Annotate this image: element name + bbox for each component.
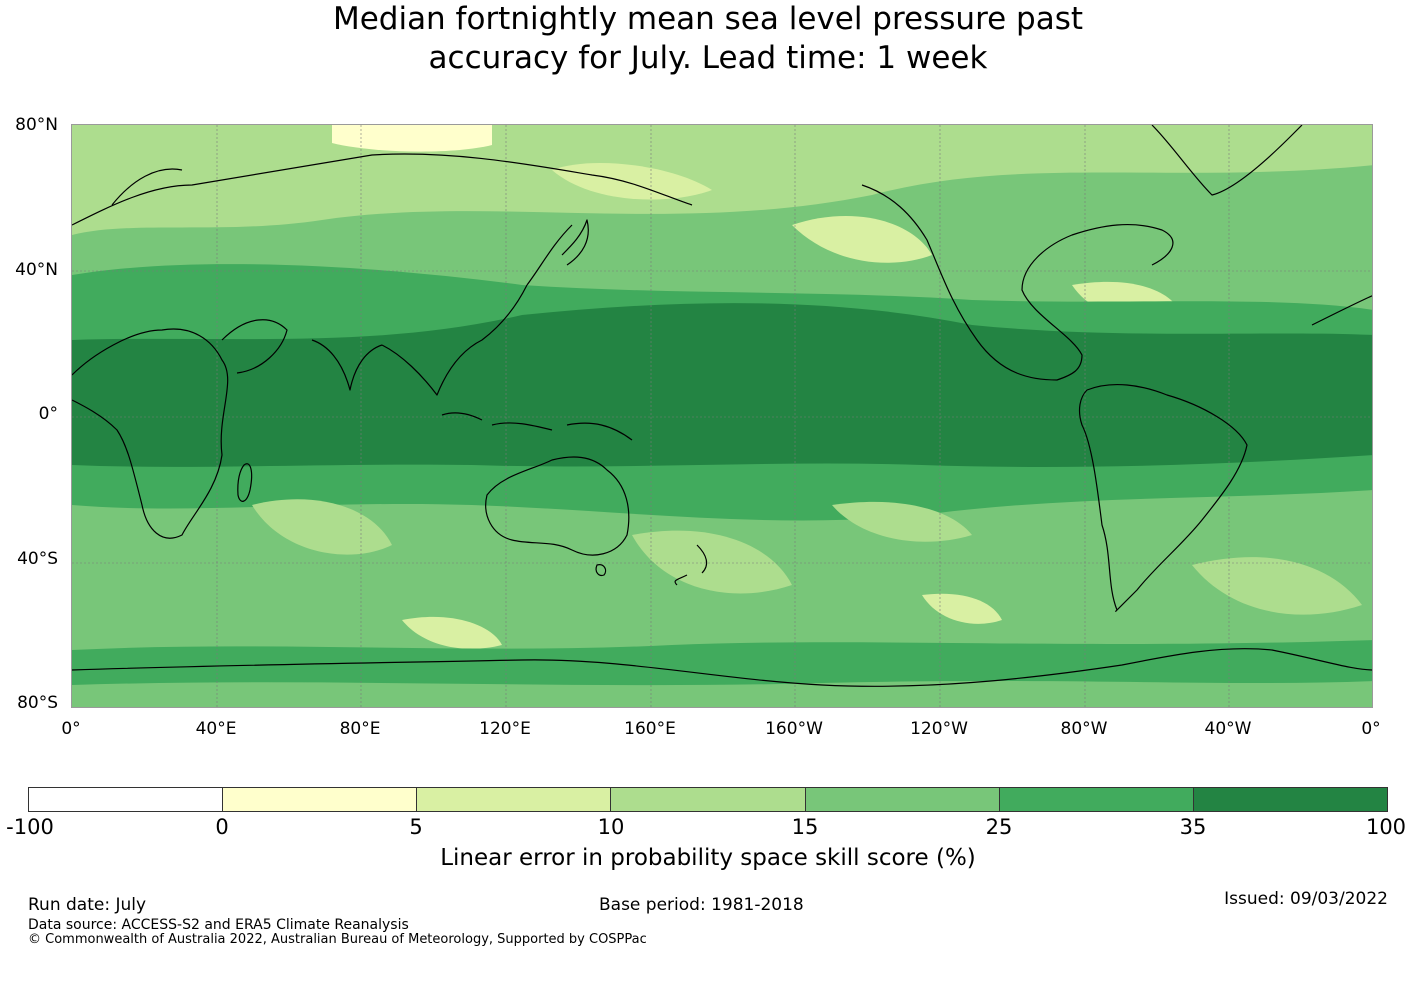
coastlines — [72, 125, 1372, 687]
lat-label-equator: 0° — [38, 404, 58, 424]
coast-eastasia — [526, 219, 589, 286]
lat-label-80n: 80°N — [15, 115, 58, 135]
title-line-1: Median fortnightly mean sea level pressu… — [332, 1, 1084, 37]
colorbar-tick-label: 5 — [409, 815, 423, 839]
coast-india — [311, 339, 383, 391]
coast-southamerica — [1078, 383, 1248, 612]
skill-score-map — [71, 124, 1373, 708]
data-source: Data source: ACCESS-S2 and ERA5 Climate … — [28, 917, 409, 933]
base-period: Base period: 1981-2018 — [599, 895, 804, 915]
colorbar — [28, 787, 1388, 812]
colorbar-tick-label: 10 — [597, 815, 625, 839]
lon-label-160w: 160°W — [765, 719, 823, 739]
colorbar-segment — [223, 788, 418, 811]
lon-label-0-east: 0° — [1361, 719, 1381, 739]
issued-date: Issued: 09/03/2022 — [1224, 889, 1388, 909]
coast-greenland — [1151, 125, 1303, 196]
coast-scandinavia — [111, 168, 183, 206]
lon-label-40e: 40°E — [195, 719, 237, 739]
map-svg — [72, 125, 1372, 707]
colorbar-tick-label: 35 — [1179, 815, 1207, 839]
coast-newzealand — [674, 544, 708, 586]
colorbar-tick-label: 25 — [985, 815, 1013, 839]
coast-australia — [485, 456, 630, 556]
skill-region-southern-light — [402, 616, 502, 649]
run-date: Run date: July — [28, 895, 147, 915]
skill-region-arctic-pale — [332, 125, 492, 152]
skill-region-tropical — [72, 303, 1372, 467]
lon-label-120e: 120°E — [479, 719, 531, 739]
colorbar-segment — [417, 788, 612, 811]
coast-tasmania — [595, 564, 607, 577]
coast-europe-west — [1311, 295, 1372, 326]
graticule — [72, 125, 1372, 707]
coast-indonesia — [441, 412, 633, 441]
lon-label-80w: 80°W — [1060, 719, 1108, 739]
copyright: © Commonwealth of Australia 2022, Austra… — [28, 932, 647, 947]
lat-label-40n: 40°N — [15, 260, 58, 280]
skill-region-north-band — [72, 125, 1372, 235]
coast-arabia — [221, 319, 288, 374]
lon-label-160e: 160°E — [624, 719, 676, 739]
lat-label-80s: 80°S — [17, 693, 58, 713]
colorbar-segment — [29, 788, 224, 811]
lon-label-0-west: 0° — [61, 719, 81, 739]
skill-region-spacific-2 — [832, 501, 972, 542]
coast-antarctica — [72, 648, 1372, 687]
skill-region-asia-light — [552, 162, 712, 200]
coast-madagascar — [237, 463, 253, 502]
map-title: Median fortnightly mean sea level pressu… — [0, 0, 1416, 78]
colorbar-tick-label: 0 — [215, 815, 229, 839]
lon-label-80e: 80°E — [339, 719, 381, 739]
coast-seasia — [381, 284, 528, 396]
colorbar-tick-label: -100 — [6, 815, 54, 839]
skill-region-spacific-1 — [632, 530, 792, 594]
coast-northamerica — [861, 184, 1174, 381]
coast-eurasia-north — [72, 153, 693, 226]
skill-region-sindian-1 — [252, 499, 392, 555]
skill-region-satlantic — [1192, 557, 1362, 615]
colorbar-segment — [611, 788, 806, 811]
colorbar-tick-label: 15 — [791, 815, 819, 839]
colorbar-segment — [999, 788, 1194, 811]
skill-region-antarctic-edge — [72, 681, 1372, 707]
colorbar-segment — [805, 788, 1000, 811]
skill-region-npacific-light — [792, 216, 932, 263]
lat-label-40s: 40°S — [17, 549, 58, 569]
colorbar-title: Linear error in probability space skill … — [440, 845, 976, 871]
colorbar-tick-label: 100 — [1365, 815, 1407, 839]
colorbar-segment — [1193, 788, 1387, 811]
lon-label-40w: 40°W — [1204, 719, 1252, 739]
title-line-2: accuracy for July. Lead time: 1 week — [428, 40, 988, 76]
coast-africa — [72, 328, 229, 539]
lon-label-120w: 120°W — [910, 719, 968, 739]
skill-region-spacific-light — [922, 593, 1002, 624]
